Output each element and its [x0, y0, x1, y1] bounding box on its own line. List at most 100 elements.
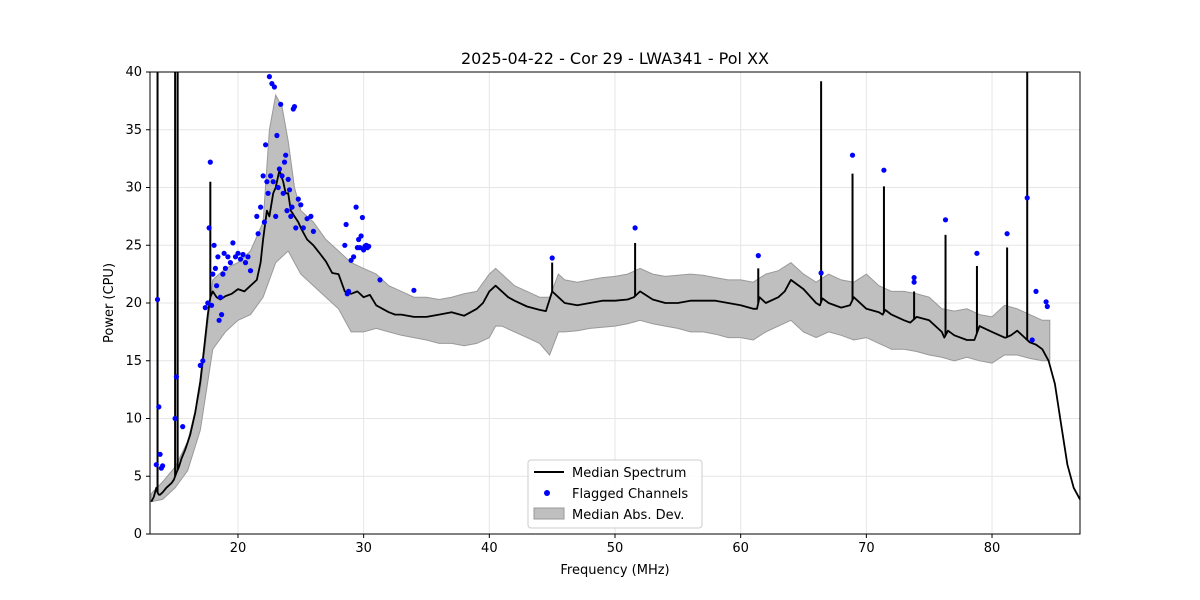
flagged-channel-point: [242, 260, 249, 266]
flagged-channel-point: [255, 231, 261, 237]
legend: Median Spectrum Flagged Channels Median …: [527, 459, 703, 529]
flagged-channel-point: [849, 152, 856, 158]
flagged-channel-point: [222, 265, 228, 271]
flagged-channel-point: [254, 213, 260, 219]
flagged-channel-point: [225, 254, 231, 260]
flagged-points-group: [153, 74, 1050, 471]
y-axis: 0 5 10 15 20 25 30 35 40: [125, 65, 150, 542]
flagged-channel-point: [274, 132, 280, 139]
flagged-channel-point: [172, 415, 178, 422]
flagged-channel-point: [293, 225, 299, 231]
flagged-channel-point: [308, 213, 314, 219]
flagged-channel-point: [288, 213, 294, 219]
mad-band: [150, 93, 1051, 503]
y-tick-label: 20: [125, 296, 142, 311]
flagged-channel-point: [358, 233, 364, 239]
flagged-channel-point: [275, 184, 281, 191]
flagged-channel-point: [300, 225, 306, 231]
flagged-channel-point: [281, 159, 288, 165]
flagged-channel-point: [271, 84, 277, 90]
x-tick-label: 30: [355, 541, 372, 556]
flagged-channel-point: [911, 275, 917, 281]
flagged-channel-point: [247, 268, 254, 274]
flagged-channel-point: [359, 214, 365, 221]
flagged-channel-point: [220, 271, 226, 277]
flagged-channel-point: [206, 225, 212, 231]
flagged-channel-point: [217, 294, 223, 300]
flagged-channel-point: [351, 254, 357, 260]
flagged-channel-point: [215, 254, 221, 260]
flagged-channel-point: [197, 362, 203, 368]
flagged-channel-point: [205, 300, 211, 306]
x-axis-label: Frequency (MHz): [560, 563, 669, 578]
flagged-channel-point: [284, 208, 290, 214]
flagged-channel-point: [240, 251, 246, 258]
flagged-channel-point: [881, 167, 887, 173]
flagged-channel-point: [154, 296, 161, 303]
legend-mad-label: Median Abs. Dev.: [572, 508, 684, 523]
flagged-channel-point: [200, 358, 206, 364]
legend-box: [527, 459, 703, 529]
legend-median-label: Median Spectrum: [572, 466, 686, 481]
flagged-channel-point: [210, 271, 216, 277]
flagged-channel-point: [156, 404, 162, 410]
flagged-channel-point: [279, 173, 285, 179]
flagged-channel-point: [268, 173, 274, 179]
flagged-channel-point: [153, 462, 159, 468]
chart-title: 2025-04-22 - Cor 29 - LWA341 - Pol XX: [461, 49, 769, 68]
flagged-channel-point: [285, 176, 291, 182]
flagged-channel-point: [342, 242, 348, 248]
flagged-channel-point: [283, 152, 289, 158]
y-tick-label: 35: [125, 123, 142, 138]
x-tick-label: 40: [481, 541, 498, 556]
x-tick-label: 60: [732, 541, 749, 556]
flagged-channel-point: [377, 277, 383, 283]
flagged-channel-point: [245, 254, 251, 260]
legend-mad-swatch: [533, 507, 565, 520]
flagged-channel-point: [265, 190, 271, 196]
y-tick-label: 5: [134, 469, 142, 484]
flagged-channel-point: [974, 250, 980, 256]
flagged-channel-point: [549, 255, 555, 261]
flagged-channel-point: [286, 187, 293, 193]
flagged-channel-point: [366, 243, 372, 249]
flagged-channel-point: [266, 74, 272, 80]
flagged-channel-point: [209, 302, 215, 308]
flagged-channel-point: [278, 101, 284, 107]
flagged-channel-point: [411, 287, 417, 293]
y-tick-label: 0: [134, 527, 142, 542]
flagged-channel-point: [261, 219, 267, 225]
x-tick-label: 50: [607, 541, 624, 556]
y-axis-label: Power (CPU): [102, 263, 117, 343]
flagged-channel-point: [755, 253, 761, 259]
flagged-channel-point: [173, 374, 179, 380]
flagged-channel-point: [1043, 299, 1049, 305]
flagged-channel-point: [230, 240, 236, 246]
median-line-group: [150, 72, 1081, 503]
flagged-channel-point: [214, 283, 220, 289]
flagged-channel-point: [235, 250, 241, 256]
y-tick-label: 30: [125, 181, 142, 196]
flagged-channel-point: [295, 196, 301, 202]
x-axis: 20 30 40 50 60 70 80: [230, 534, 1000, 556]
flagged-channel-point: [160, 463, 166, 469]
y-tick-label: 10: [125, 412, 142, 427]
median-spectrum-line: [150, 169, 1081, 503]
flagged-channel-point: [180, 424, 186, 430]
y-tick-label: 15: [125, 354, 142, 369]
y-tick-label: 40: [125, 65, 142, 80]
flagged-channel-point: [207, 159, 213, 165]
x-tick-label: 70: [858, 541, 875, 556]
flagged-channel-point: [276, 166, 282, 172]
mad-band-group: [150, 93, 1051, 503]
flagged-channel-point: [1033, 288, 1039, 294]
flagged-channel-point: [219, 312, 225, 318]
flagged-channel-point: [216, 317, 222, 323]
y-tick-label: 25: [125, 238, 142, 253]
flagged-channel-point: [202, 305, 208, 311]
flagged-channel-point: [291, 104, 298, 110]
flagged-channel-point: [227, 260, 233, 266]
flagged-channel-point: [280, 190, 286, 196]
legend-flagged-label: Flagged Channels: [572, 487, 688, 502]
